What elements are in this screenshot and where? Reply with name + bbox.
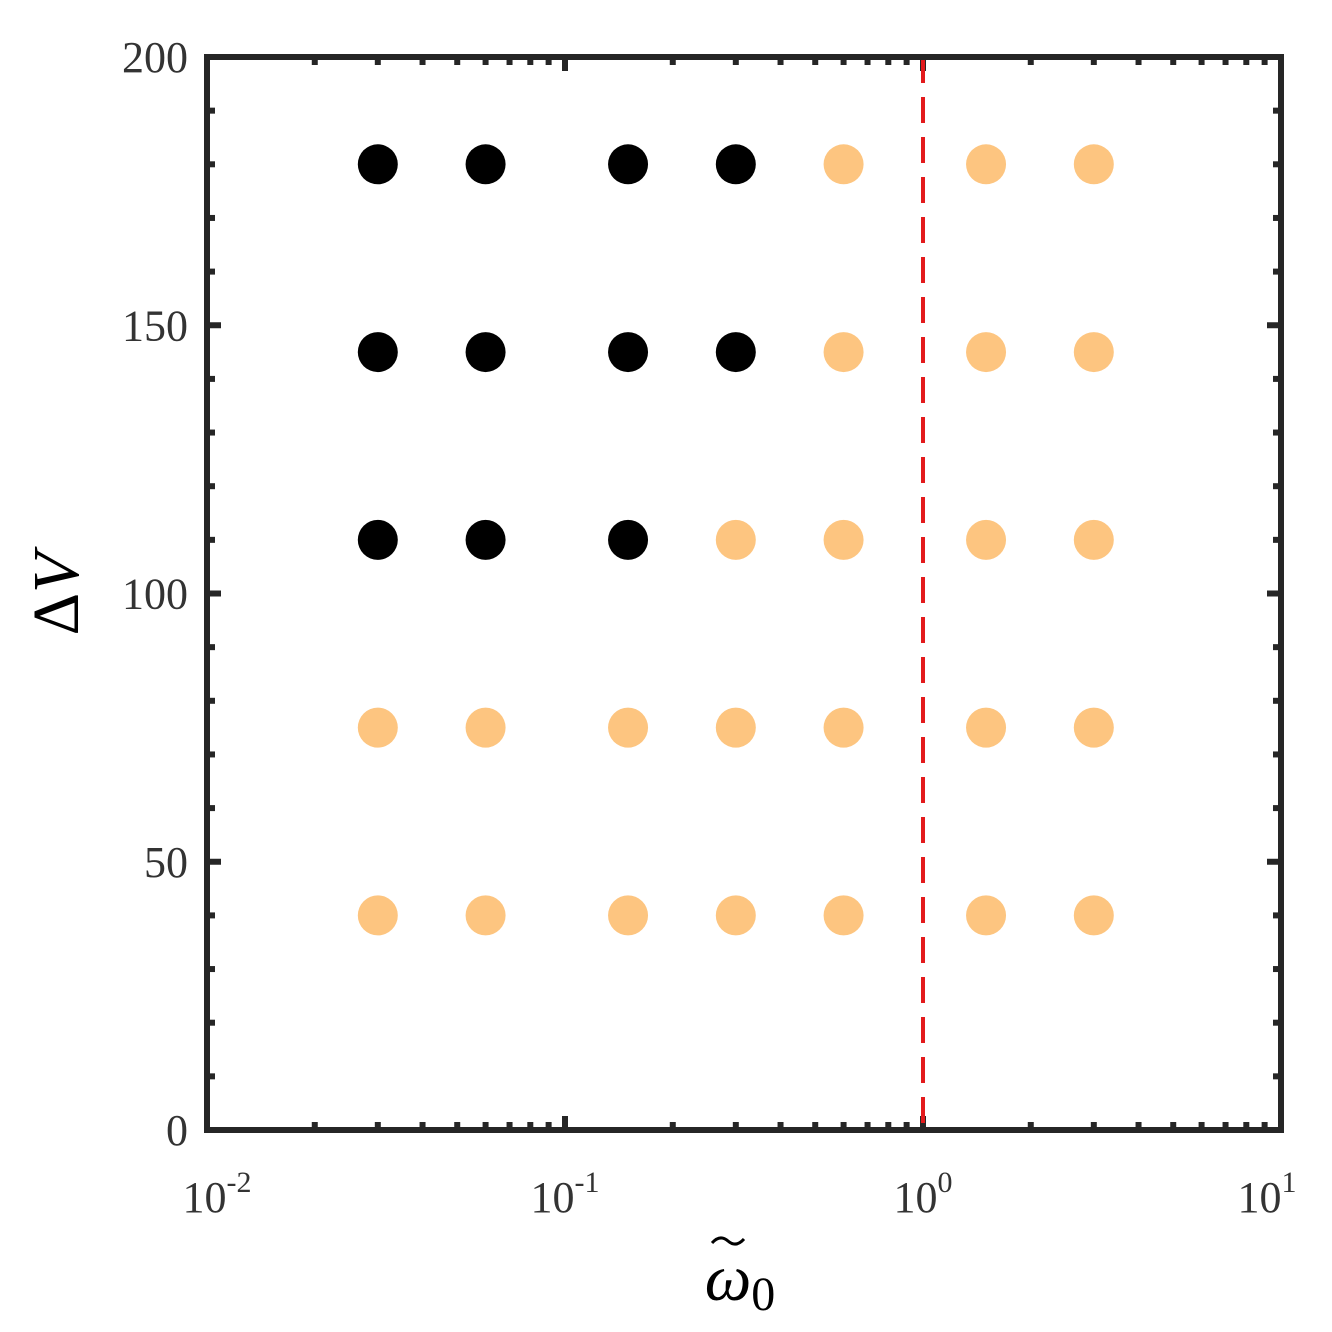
x-tick-exponent: -1 [575,1166,600,1199]
data-point-series-1 [357,519,398,560]
data-point-series-2 [465,895,506,936]
data-points [357,144,1114,936]
data-point-series-2 [1073,707,1114,748]
x-tick-base: 10 [1238,1173,1282,1222]
x-tick-base: 10 [531,1173,575,1222]
data-point-series-2 [966,519,1007,560]
data-point-series-2 [715,519,756,560]
data-point-series-2 [608,895,649,936]
y-tick-label: 100 [122,570,188,619]
data-point-series-1 [357,144,398,185]
data-point-series-1 [465,332,506,373]
x-tick-exponent: -2 [227,1166,252,1199]
data-point-series-2 [823,707,864,748]
data-point-series-2 [715,707,756,748]
data-point-series-1 [608,144,649,185]
data-point-series-2 [608,707,649,748]
data-point-series-2 [966,707,1007,748]
data-point-series-2 [357,707,398,748]
y-tick-label: 50 [144,838,188,887]
x-tick-labels: 10-2 10-1 100 101 [183,1166,1297,1222]
x-tick-base: 10 [183,1173,227,1222]
data-point-series-1 [465,144,506,185]
plot-frame [204,54,1284,1133]
data-point-series-2 [1073,144,1114,185]
data-point-series-1 [357,332,398,373]
data-point-series-1 [608,332,649,373]
x-tick-exponent: 1 [1282,1166,1297,1199]
y-tick-label: 200 [122,33,188,82]
y-axis-title-delta: Δ [20,593,93,635]
data-point-series-1 [465,519,506,560]
x-tick-label: 101 [1238,1166,1297,1222]
y-axis-title-variable: V [20,546,93,593]
axis-ticks [204,54,1284,1133]
x-axis-title: ω0 [705,1242,776,1321]
data-point-series-1 [608,519,649,560]
data-point-series-2 [1073,519,1114,560]
data-point-series-2 [966,144,1007,185]
x-axis-title-tilde [710,1236,746,1246]
data-point-series-2 [715,895,756,936]
x-tick-label: 100 [894,1166,953,1222]
data-point-series-1 [715,144,756,185]
x-tick-label: 10-2 [183,1166,252,1222]
x-tick-exponent: 0 [938,1166,953,1199]
x-axis-title-symbol: ω [705,1242,752,1315]
x-axis-title-subscript: 0 [751,1268,775,1321]
y-tick-labels: 0 50 100 150 200 [122,33,188,1155]
x-tick-label: 10-1 [531,1166,600,1222]
data-point-series-1 [715,332,756,373]
y-axis-title: ΔV [20,546,93,635]
data-point-series-2 [823,519,864,560]
y-tick-label: 0 [166,1106,188,1155]
data-point-series-2 [823,895,864,936]
data-point-series-2 [823,144,864,185]
data-point-series-2 [465,707,506,748]
data-point-series-2 [966,895,1007,936]
data-point-series-2 [966,332,1007,373]
y-tick-label: 150 [122,301,188,350]
data-point-series-2 [823,332,864,373]
data-point-series-2 [357,895,398,936]
x-tick-base: 10 [894,1173,938,1222]
data-point-series-2 [1073,895,1114,936]
data-point-series-2 [1073,332,1114,373]
